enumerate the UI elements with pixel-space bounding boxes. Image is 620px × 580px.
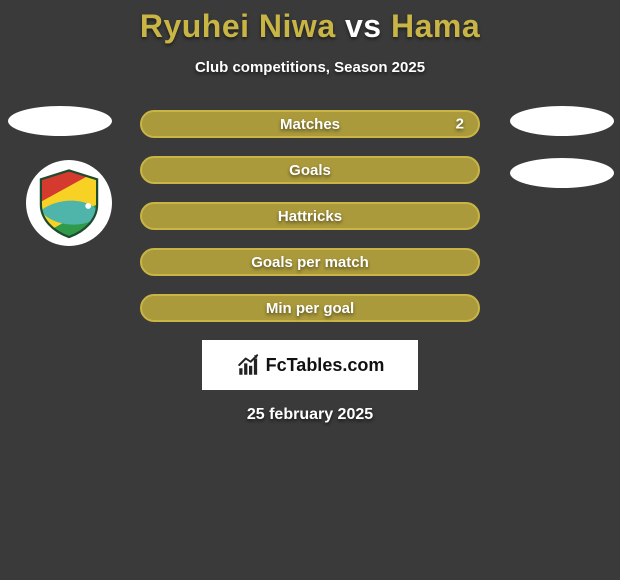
stat-bar: Hattricks (140, 202, 480, 230)
stat-bar-label: Goals per match (251, 254, 369, 271)
player2-slot2-icon (510, 158, 614, 188)
comparison-panel: Matches 2 Goals Hattricks Goals per match Min… (0, 110, 620, 424)
title-player1: Ryuhei Niwa (140, 8, 336, 44)
title-vs: vs (336, 8, 391, 44)
stat-bar: Matches 2 (140, 110, 480, 138)
player2-slot-icon (510, 106, 614, 136)
stat-bar-value: 2 (456, 116, 464, 133)
stat-bars: Matches 2 Goals Hattricks Goals per match Min… (140, 110, 480, 322)
stat-bar: Min per goal (140, 294, 480, 322)
club-badge-icon (26, 160, 112, 246)
date-label: 25 february 2025 (0, 406, 620, 424)
title-player2: Hama (391, 8, 480, 44)
stat-bar-label: Matches (280, 116, 340, 133)
stat-bar: Goals per match (140, 248, 480, 276)
brand-name: FcTables.com (266, 355, 385, 376)
stat-bar: Goals (140, 156, 480, 184)
subtitle: Club competitions, Season 2025 (0, 59, 620, 76)
stat-bar-label: Min per goal (266, 300, 354, 317)
brand-chart-icon (236, 352, 262, 378)
brand-box: FcTables.com (202, 340, 418, 390)
page-title: Ryuhei Niwa vs Hama (0, 0, 620, 45)
stat-bar-label: Goals (289, 162, 331, 179)
stat-bar-label: Hattricks (278, 208, 342, 225)
player1-slot-icon (8, 106, 112, 136)
